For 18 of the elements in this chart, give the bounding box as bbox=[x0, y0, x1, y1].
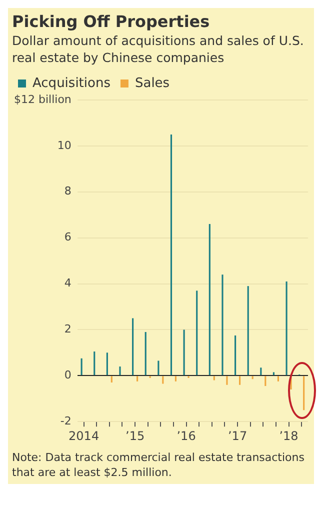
legend-label: Acquisitions bbox=[32, 76, 111, 91]
legend-label: Sales bbox=[134, 76, 170, 91]
y-tick-label: -2 bbox=[60, 414, 72, 428]
chart-subtitle: Dollar amount of acquisitions and sales of U.S. real estate by Chinese companies bbox=[11, 32, 305, 67]
y-tick-label: 6 bbox=[64, 230, 72, 244]
x-tick-label: 2014 bbox=[68, 428, 100, 443]
y-tick-label: 0 bbox=[64, 368, 72, 382]
y-tick-label: 8 bbox=[64, 184, 72, 198]
x-tick-label: ’17 bbox=[228, 428, 248, 443]
chart-title: Picking Off Properties bbox=[11, 12, 211, 31]
x-tick-label: ’18 bbox=[279, 428, 298, 443]
y-tick-label: 4 bbox=[64, 276, 72, 290]
y-tick-label: 2 bbox=[64, 322, 72, 336]
y-tick-label: 10 bbox=[57, 138, 72, 152]
text: Note: Data track commercial real estate transactions that are at least $2.5 million. bbox=[11, 450, 306, 480]
y-tick-label: $12 billion bbox=[14, 92, 72, 106]
x-tick-label: ’16 bbox=[176, 428, 196, 443]
x-tick-label: ’15 bbox=[126, 428, 145, 443]
